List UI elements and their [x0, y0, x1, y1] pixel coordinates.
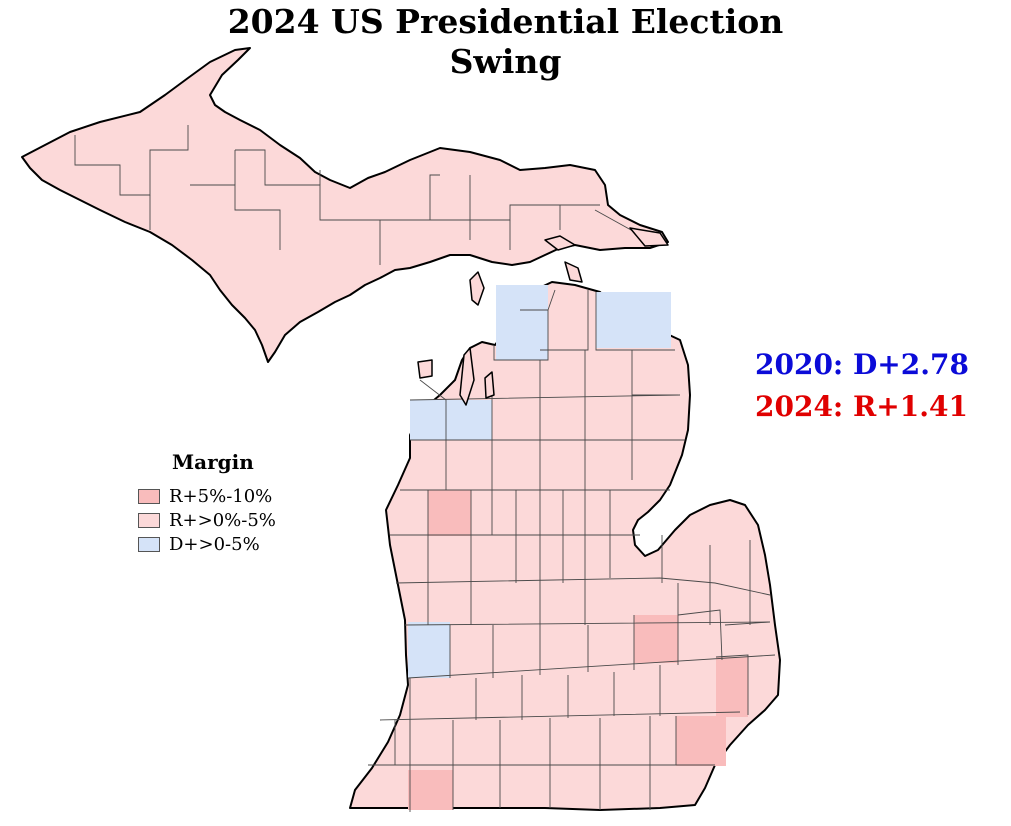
legend-swatch: [138, 512, 160, 528]
legend-item: R+>0%-5%: [138, 508, 276, 532]
legend-title: Margin: [172, 450, 254, 474]
legend-label: R+5%-10%: [169, 485, 273, 507]
county-fill-r510: [408, 770, 453, 810]
county-fill-r510: [716, 657, 748, 717]
title-line-1: 2024 US Presidential Election: [227, 2, 784, 41]
legend-swatch: [138, 536, 160, 552]
results-summary: 2020: D+2.78 2024: R+1.41: [755, 344, 969, 428]
county-fill-d: [410, 400, 492, 440]
legend-label: D+>0-5%: [169, 533, 260, 555]
county-fill-d: [596, 292, 671, 348]
county-fill-r510: [634, 615, 678, 663]
islands: [417, 227, 669, 406]
county-fill-r510: [428, 490, 471, 536]
map-title: 2024 US Presidential Election Swing: [0, 2, 1011, 82]
county-fill-d: [496, 285, 548, 360]
county-fill-r510: [676, 716, 726, 766]
legend-item: D+>0-5%: [138, 532, 276, 556]
result-2020: 2020: D+2.78: [755, 348, 969, 381]
legend-item: R+5%-10%: [138, 484, 276, 508]
upper-peninsula: [21, 47, 669, 363]
legend-label: R+>0%-5%: [169, 509, 276, 531]
county-fill-d: [408, 622, 450, 678]
county-boundaries: [74, 125, 776, 812]
title-line-2: Swing: [449, 42, 562, 81]
legend: Margin R+5%-10% R+>0%-5% D+>0-5%: [138, 450, 276, 556]
result-2024: 2024: R+1.41: [755, 390, 968, 423]
legend-swatch: [138, 488, 160, 504]
